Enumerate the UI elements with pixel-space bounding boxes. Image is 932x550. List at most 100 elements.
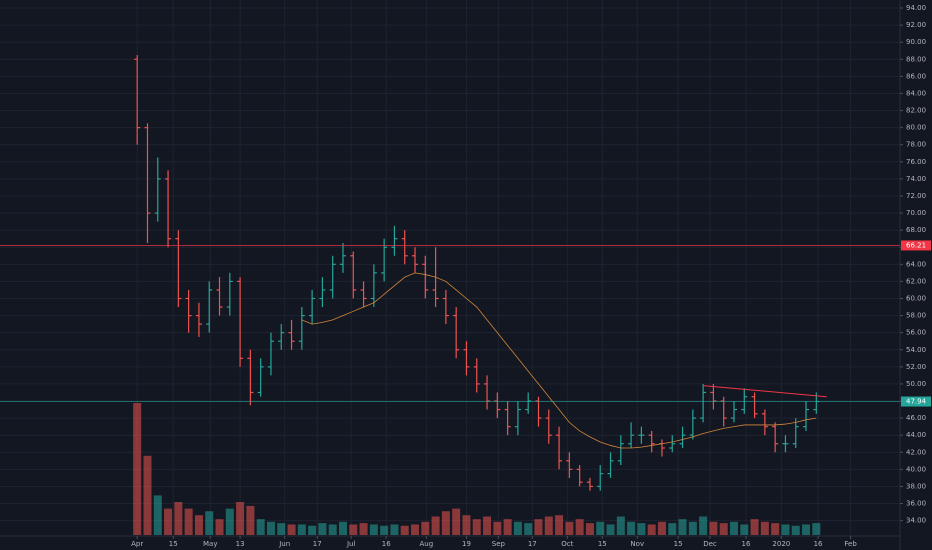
y-tick-label: 94.00: [906, 4, 926, 12]
volume-bar: [781, 524, 790, 535]
y-tick-label: 58.00: [906, 312, 926, 320]
moving-average: [301, 272, 817, 449]
volume-bar: [236, 502, 245, 535]
x-tick-label: 16: [814, 540, 823, 548]
volume-bar: [699, 516, 708, 535]
volume-bar: [513, 521, 522, 535]
y-tick-label: 40.00: [906, 465, 926, 473]
volume-bar: [328, 524, 337, 535]
y-tick-label: 84.00: [906, 89, 926, 97]
x-tick-label: Feb: [844, 540, 857, 548]
price-level-label: 47.94: [906, 398, 927, 406]
volume-bar: [215, 519, 224, 535]
volume-bar: [287, 524, 296, 535]
volume-bar: [668, 523, 677, 535]
volume-bar: [256, 519, 265, 535]
volume-bar: [184, 508, 193, 535]
y-tick-label: 36.00: [906, 500, 926, 508]
volume-bar: [318, 523, 327, 535]
x-tick-label: 16: [382, 540, 391, 548]
volume-bar: [565, 521, 574, 535]
y-tick-label: 34.00: [906, 517, 926, 525]
y-tick-label: 44.00: [906, 431, 926, 439]
volume-bar: [452, 508, 461, 535]
y-tick-label: 60.00: [906, 294, 926, 302]
volume-bar: [637, 523, 646, 535]
y-tick-label: 92.00: [906, 21, 926, 29]
volume-bar: [688, 521, 697, 535]
price-level-label: 66.21: [906, 241, 926, 249]
x-tick-label: Jul: [346, 540, 356, 548]
volume-bar: [575, 519, 584, 535]
volume-bar: [493, 521, 502, 535]
x-tick-label: Nov: [630, 540, 644, 548]
y-tick-label: 62.00: [906, 277, 926, 285]
volume-bar: [555, 515, 564, 535]
y-tick-label: 74.00: [906, 175, 926, 183]
y-tick-label: 86.00: [906, 72, 926, 80]
volume-bar: [750, 519, 759, 535]
y-tick-label: 52.00: [906, 363, 926, 371]
volume-bar: [709, 521, 718, 535]
x-tick-label: Aug: [419, 540, 433, 548]
x-tick-label: 17: [313, 540, 322, 548]
volume-bar: [740, 524, 749, 535]
volume-bar: [338, 521, 347, 535]
volume-bar: [205, 511, 214, 535]
volume-bar: [812, 523, 821, 535]
volume-bar: [791, 525, 800, 535]
volume-bar: [308, 525, 317, 535]
y-tick-label: 50.00: [906, 380, 926, 388]
x-tick-label: Sep: [492, 540, 506, 548]
y-tick-label: 72.00: [906, 192, 926, 200]
x-tick-label: Oct: [561, 540, 573, 548]
volume-bar: [627, 521, 636, 535]
x-tick-label: May: [203, 540, 217, 548]
x-tick-label: Dec: [703, 540, 717, 548]
volume-bar: [585, 523, 594, 535]
volume-bar: [771, 523, 780, 535]
volume-bar: [390, 524, 399, 535]
y-tick-label: 38.00: [906, 482, 926, 490]
volume-bar: [503, 519, 512, 535]
volume-bar: [421, 521, 430, 535]
x-tick-label: 16: [742, 540, 751, 548]
volume-bar: [225, 508, 234, 535]
y-tick-label: 78.00: [906, 141, 926, 149]
volume-bar: [143, 455, 152, 535]
x-tick-label: 15: [169, 540, 178, 548]
volume-bar: [411, 524, 420, 535]
volume-bar: [369, 524, 378, 535]
volume-bar: [534, 519, 543, 535]
volume-bar: [606, 524, 615, 535]
y-tick-label: 80.00: [906, 124, 926, 132]
x-tick-label: 2020: [772, 540, 790, 548]
volume-bar: [297, 524, 306, 535]
x-tick-label: 15: [674, 540, 683, 548]
volume-bar: [277, 523, 286, 535]
y-tick-label: 76.00: [906, 158, 926, 166]
y-tick-label: 42.00: [906, 448, 926, 456]
volume-bar: [524, 523, 533, 535]
y-tick-label: 82.00: [906, 107, 926, 115]
volume-bar: [729, 521, 738, 535]
trendline: [703, 385, 827, 398]
volume-bar: [647, 524, 656, 535]
volume-bar: [596, 521, 605, 535]
volume-bar: [472, 519, 481, 535]
volume-bar: [544, 516, 553, 535]
volume-bar: [349, 524, 358, 535]
volume-bar: [164, 508, 173, 535]
price-level-tag: [901, 240, 931, 251]
volume-bar: [462, 515, 471, 535]
y-tick-label: 64.00: [906, 260, 926, 268]
price-level-tag: [901, 396, 931, 407]
y-tick-label: 90.00: [906, 38, 926, 46]
volume-bar: [760, 521, 769, 535]
x-tick-label: 19: [462, 540, 471, 548]
volume-bar: [174, 502, 183, 535]
y-tick-label: 68.00: [906, 226, 926, 234]
volume-bar: [400, 525, 409, 535]
x-tick-label: 15: [598, 540, 607, 548]
